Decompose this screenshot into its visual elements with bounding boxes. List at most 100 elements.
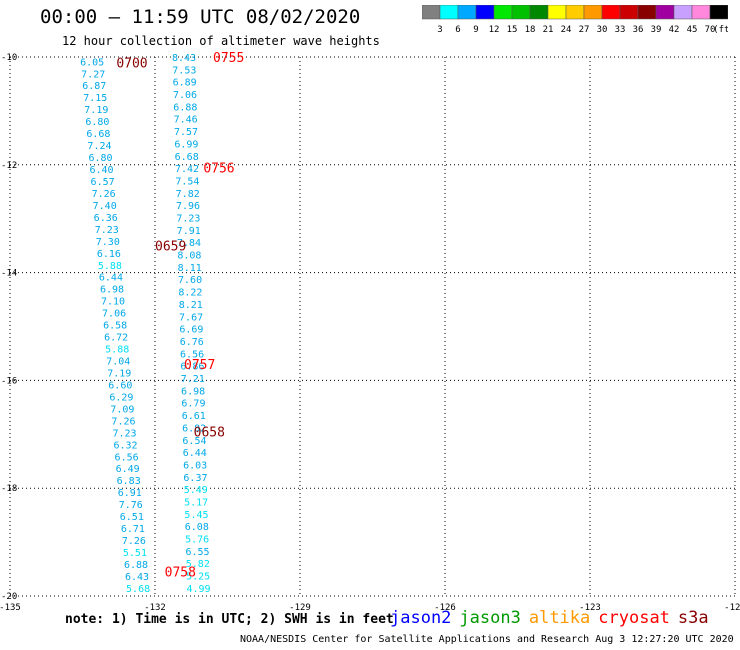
scale-label: 42 <box>669 25 680 35</box>
wave-height-value: 6.88 <box>124 560 148 571</box>
wave-height-value: 6.56 <box>115 452 139 463</box>
wave-height-value: 7.26 <box>122 536 146 547</box>
pass-time: 0755 <box>213 51 244 66</box>
wave-height-value: 6.86 <box>180 362 204 373</box>
scale-label: 6 <box>455 25 460 35</box>
lat-tick-label: -12 <box>1 161 17 171</box>
wave-height-value: 7.26 <box>92 189 116 200</box>
wave-height-value: 6.71 <box>121 524 145 535</box>
scale-label: 45 <box>687 25 698 35</box>
pass-time: 0700 <box>116 56 147 71</box>
lon-tick-label: -123 <box>579 603 601 613</box>
wave-height-value: 6.80 <box>88 153 112 164</box>
wave-height-value: 7.54 <box>175 176 199 187</box>
lon-tick-label: -129 <box>289 603 311 613</box>
wave-height-value: 6.44 <box>183 448 207 459</box>
wave-height-value: 7.10 <box>101 297 125 308</box>
wave-height-value: 6.88 <box>173 102 197 113</box>
mission-name: cryosat <box>598 608 670 628</box>
wave-height-value: 7.82 <box>176 189 200 200</box>
wave-height-value: 4.99 <box>186 584 210 595</box>
pass-time: 0758 <box>165 566 196 581</box>
wave-height-value: 6.44 <box>99 273 123 284</box>
longitude-axis: -135 -132 -129 -126 -123 -120 <box>0 603 740 613</box>
wave-height-value: 6.40 <box>90 165 114 176</box>
wave-height-value: 6.61 <box>182 411 206 422</box>
wave-height-value: 7.60 <box>178 275 202 286</box>
scale-label: 12 <box>489 25 500 35</box>
wave-height-value: 6.57 <box>91 177 115 188</box>
wave-height-value: 6.60 <box>108 380 132 391</box>
pass-time: 0756 <box>203 161 234 176</box>
mission-name: altika <box>528 608 591 628</box>
wave-height-value: 5.51 <box>123 548 147 559</box>
scale-label: 18 <box>525 25 536 35</box>
wave-height-value: 7.76 <box>119 500 143 511</box>
scale-label: 70 <box>705 25 716 35</box>
wave-height-value: 5.25 <box>186 572 210 583</box>
wave-height-value: 8.11 <box>178 263 202 274</box>
wave-height-value: 6.89 <box>173 78 197 89</box>
lat-tick-label: -14 <box>1 269 17 279</box>
wave-height-value: 8.21 <box>179 300 203 311</box>
wave-height-value: 6.68 <box>86 129 110 140</box>
wave-height-value: 6.83 <box>117 476 141 487</box>
wave-height-value: 6.08 <box>185 522 209 533</box>
wave-height-value: 6.82 <box>182 423 206 434</box>
wave-height-value: 7.19 <box>107 368 131 379</box>
latitude-axis: -10 -12 -14 -16 -18 -20 <box>1 53 17 602</box>
scale-label: 33 <box>615 25 626 35</box>
lon-tick-label: -135 <box>0 603 21 613</box>
wave-height-value: 7.23 <box>112 428 136 439</box>
wave-height-value: 7.19 <box>84 105 108 116</box>
wave-height-value: 6.76 <box>180 337 204 348</box>
credit-line: NOAA/NESDIS Center for Satellite Applica… <box>240 634 734 645</box>
wave-height-value: 6.54 <box>182 436 206 447</box>
lon-tick-label: -120 <box>724 603 740 613</box>
wave-height-value: 7.96 <box>176 201 200 212</box>
wave-height-value: 7.26 <box>111 416 135 427</box>
wave-height-value: 6.56 <box>180 349 204 360</box>
mission-name: jason3 <box>459 608 521 628</box>
wave-height-value: 6.16 <box>97 249 121 260</box>
mission-legend: jason2 jason3 altika cryosat s3a <box>390 608 717 628</box>
footnote: note: 1) Time is in UTC; 2) SWH is in fe… <box>65 612 394 627</box>
wave-height-value: 8.08 <box>177 251 201 262</box>
scale-unit: (ft) <box>713 25 728 35</box>
wave-height-value: 7.09 <box>110 404 134 415</box>
pass-time: 0658 <box>194 426 225 441</box>
wave-height-value: 5.17 <box>184 497 208 508</box>
wave-height-value: 6.72 <box>104 333 128 344</box>
map-grid <box>9 56 736 597</box>
scale-label: 21 <box>543 25 554 35</box>
lat-tick-label: -20 <box>1 592 17 602</box>
scale-label: 30 <box>597 25 608 35</box>
wave-height-value: 5.49 <box>184 485 208 496</box>
wave-height-value: 5.76 <box>185 535 209 546</box>
lon-tick-label: -132 <box>144 603 166 613</box>
altimeter-tracks: 6.057.276.877.157.196.806.687.246.806.40… <box>80 53 210 595</box>
wave-height-value: 5.45 <box>184 510 208 521</box>
wave-height-value: 6.43 <box>125 572 149 583</box>
wave-height-value: 5.88 <box>98 261 122 272</box>
wave-height-value: 6.05 <box>80 57 104 68</box>
pass-time: 0659 <box>155 240 186 255</box>
mission-name: s3a <box>677 608 709 628</box>
wave-height-value: 6.03 <box>183 460 207 471</box>
scale-label: 3 <box>437 25 442 35</box>
lon-tick-label: -126 <box>434 603 456 613</box>
wave-height-value: 7.23 <box>95 225 119 236</box>
wave-height-value: 7.91 <box>177 226 201 237</box>
wave-height-value: 7.23 <box>176 214 200 225</box>
wave-height-value: 7.46 <box>174 115 198 126</box>
wave-height-value: 6.79 <box>181 399 205 410</box>
wave-height-value: 7.42 <box>175 164 199 175</box>
lat-tick-label: -18 <box>1 484 17 494</box>
wave-height-value: 6.80 <box>85 117 109 128</box>
wave-height-value: 6.99 <box>174 139 198 150</box>
wave-height-value: 6.58 <box>103 321 127 332</box>
wave-height-value: 7.84 <box>177 238 201 249</box>
wave-height-value: 6.55 <box>185 547 209 558</box>
wave-height-value: 7.21 <box>181 374 205 385</box>
